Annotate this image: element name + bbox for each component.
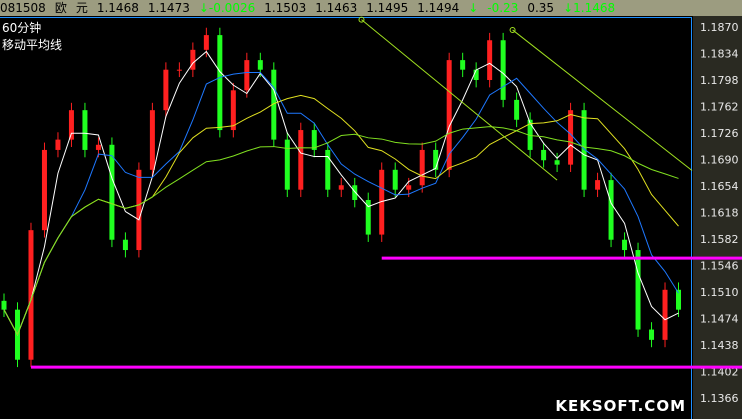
candle-body bbox=[217, 35, 223, 131]
candle-body bbox=[311, 130, 317, 150]
candle-body bbox=[298, 130, 304, 190]
candle-body bbox=[446, 60, 452, 170]
moving-average-line bbox=[3, 126, 679, 336]
candle-body bbox=[487, 40, 493, 80]
candle-body bbox=[176, 69, 182, 71]
candle-body bbox=[163, 69, 169, 111]
candle-body bbox=[55, 139, 61, 150]
quote-header: 081508 欧元 1.1468 1.1473 ↓-0.0026 1.1503 1.1463… bbox=[0, 0, 742, 16]
y-tick-label: 1.1438 bbox=[700, 339, 739, 352]
candle-body bbox=[527, 119, 533, 150]
candle-body bbox=[460, 60, 466, 70]
quote-value: 1.1494 bbox=[417, 1, 460, 15]
candle-body bbox=[82, 110, 88, 150]
candle-body bbox=[95, 144, 101, 150]
quote-value: 1.1468 bbox=[96, 1, 139, 15]
y-tick-label: 1.1798 bbox=[700, 74, 739, 87]
trend-line-handle bbox=[358, 16, 365, 23]
candle-body bbox=[379, 169, 385, 235]
candle-body bbox=[325, 149, 331, 190]
candle-body bbox=[122, 239, 128, 251]
y-tick-label: 1.1618 bbox=[700, 207, 739, 220]
candle-body bbox=[541, 149, 547, 161]
quote-value: 1.1495 bbox=[366, 1, 409, 15]
candle-body bbox=[595, 180, 601, 190]
quote-value: 1.1463 bbox=[315, 1, 358, 15]
candle-body bbox=[608, 180, 614, 240]
candle-body bbox=[365, 199, 371, 235]
moving-average-line bbox=[3, 72, 679, 336]
candle-body bbox=[473, 69, 479, 80]
candle-body bbox=[649, 329, 655, 340]
candle-body bbox=[1, 300, 7, 310]
moving-average-line bbox=[3, 94, 679, 336]
candle-body bbox=[568, 110, 574, 165]
quote-change: ↓-0.0026 bbox=[198, 1, 256, 15]
candle-body bbox=[41, 149, 47, 231]
candle-body bbox=[581, 110, 587, 190]
y-tick-label: 1.1762 bbox=[700, 101, 739, 114]
symbol-name-2: 元 bbox=[75, 1, 88, 15]
quote-last: ↓1.1468 bbox=[563, 1, 616, 15]
y-tick-label: 1.1474 bbox=[700, 313, 739, 326]
candle-body bbox=[622, 239, 628, 251]
candle-body bbox=[500, 40, 506, 100]
candle-body bbox=[68, 110, 74, 140]
moving-average-line bbox=[3, 50, 679, 336]
candle-body bbox=[662, 289, 668, 340]
y-tick-label: 1.1834 bbox=[700, 48, 739, 61]
y-tick-label: 1.1546 bbox=[700, 260, 739, 273]
candle-body bbox=[244, 60, 250, 91]
price-axis bbox=[693, 16, 742, 419]
candle-body bbox=[190, 49, 196, 70]
candle-body bbox=[635, 250, 641, 330]
quote-value: 1.1473 bbox=[147, 1, 190, 15]
candle-body bbox=[554, 160, 560, 165]
watermark: KEKSOFT.COM bbox=[555, 397, 686, 415]
trend-line-handle bbox=[509, 26, 516, 33]
quote-value: 1.1503 bbox=[264, 1, 307, 15]
chart-subtitle: 移动平均线 bbox=[2, 38, 63, 52]
candle-body bbox=[352, 185, 358, 200]
trend-line bbox=[361, 19, 558, 181]
candle-body bbox=[433, 149, 439, 170]
candle-body bbox=[230, 90, 236, 131]
candle-body bbox=[284, 139, 290, 190]
trend-line bbox=[512, 29, 693, 171]
candle-body bbox=[109, 144, 115, 240]
chart-plot-area[interactable] bbox=[0, 17, 692, 419]
y-tick-label: 1.1726 bbox=[700, 127, 739, 140]
candle-body bbox=[257, 60, 263, 70]
y-tick-label: 1.1870 bbox=[700, 21, 739, 34]
candle-body bbox=[514, 99, 520, 120]
candle-body bbox=[338, 185, 344, 190]
candle-body bbox=[419, 149, 425, 186]
quote-percent: -0.23 bbox=[487, 1, 519, 15]
y-tick-label: 1.1510 bbox=[700, 286, 739, 299]
candle-body bbox=[149, 110, 155, 170]
quote-value: 0.35 bbox=[527, 1, 555, 15]
symbol-name-1: 欧 bbox=[54, 1, 67, 15]
candle-body bbox=[271, 69, 277, 140]
candle-body bbox=[136, 169, 142, 251]
chart-title: 60分钟 bbox=[2, 21, 42, 35]
candle-body bbox=[392, 169, 398, 190]
y-tick-label: 1.1582 bbox=[700, 233, 739, 246]
candle-body bbox=[406, 185, 412, 190]
y-tick-label: 1.1690 bbox=[700, 154, 739, 167]
y-tick-label: 1.1654 bbox=[700, 180, 739, 193]
chart-labels: 60分钟 移动平均线 bbox=[2, 20, 62, 54]
symbol-code: 081508 bbox=[0, 1, 46, 15]
candle-body bbox=[28, 230, 34, 360]
candle-body bbox=[203, 35, 209, 50]
down-arrow-icon: ↓ bbox=[468, 1, 479, 15]
y-tick-label: 1.1366 bbox=[700, 392, 739, 405]
y-tick-label: 1.1402 bbox=[700, 366, 739, 379]
candle-body bbox=[676, 289, 682, 310]
